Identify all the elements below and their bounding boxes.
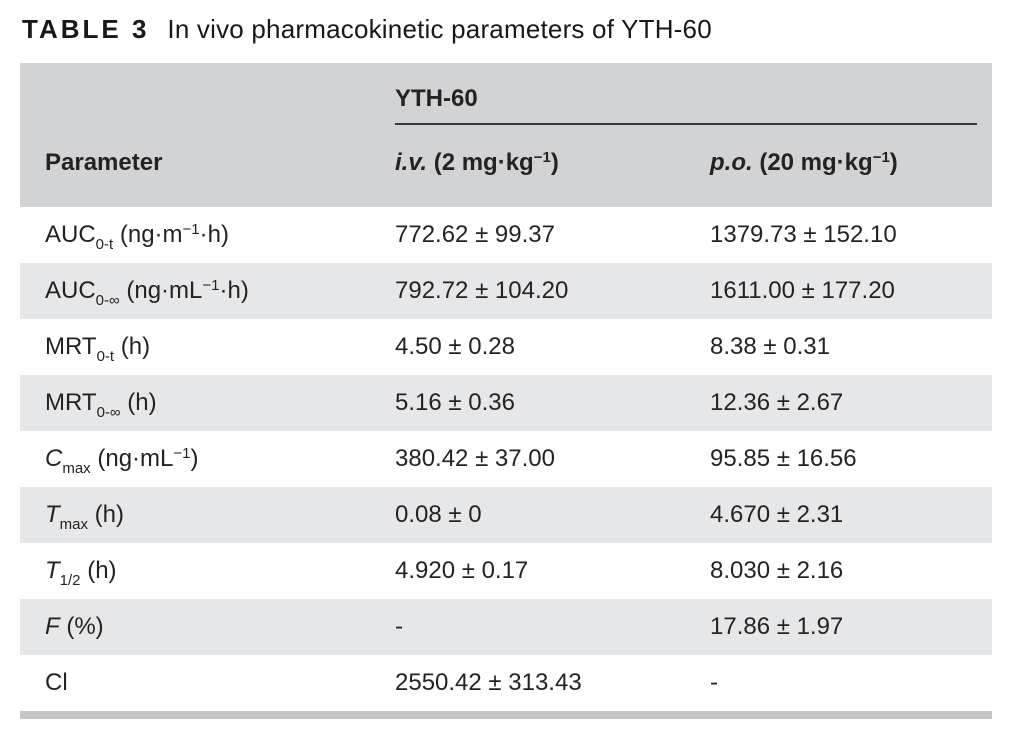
parameter-cell: MRT0-∞ (h)	[45, 389, 157, 421]
iv-value-cell: -	[395, 613, 403, 640]
group-header-row: YTH-60	[20, 83, 992, 125]
po-value-cell: 1611.00 ± 177.20	[710, 277, 895, 304]
parameter-cell: AUC0-∞ (ng·mL−1·h)	[45, 277, 249, 309]
iv-value-cell: 2550.42 ± 313.43	[395, 669, 582, 696]
parameter-cell: AUC0-t (ng·m−1·h)	[45, 221, 229, 253]
po-value-cell: 1379.73 ± 152.10	[710, 221, 897, 248]
table-header: YTH-60 Parameter i.v. (2 mg·kg−1) p.o. (…	[20, 63, 992, 207]
iv-value-cell: 4.50 ± 0.28	[395, 333, 515, 360]
table-row: Tmax (h) 0.08 ± 0 4.670 ± 2.31	[20, 487, 992, 543]
po-value-cell: 95.85 ± 16.56	[710, 445, 857, 472]
table-row: MRT0-∞ (h) 5.16 ± 0.36 12.36 ± 2.67	[20, 375, 992, 431]
column-header-iv: i.v. (2 mg·kg−1)	[395, 149, 559, 176]
pk-table: YTH-60 Parameter i.v. (2 mg·kg−1) p.o. (…	[20, 63, 992, 719]
group-header-rule	[395, 123, 977, 125]
po-value-cell: 8.030 ± 2.16	[710, 557, 844, 584]
table-row: F (%) - 17.86 ± 1.97	[20, 599, 992, 655]
table-row: Cmax (ng·mL−1) 380.42 ± 37.00 95.85 ± 16.5…	[20, 431, 992, 487]
parameter-cell: MRT0-t (h)	[45, 333, 151, 365]
po-value-cell: -	[710, 669, 718, 696]
group-header-label: YTH-60	[395, 85, 478, 112]
parameter-cell: T1/2 (h)	[45, 557, 117, 589]
parameter-cell: Cmax (ng·mL−1)	[45, 445, 199, 477]
column-header-row: Parameter i.v. (2 mg·kg−1) p.o. (20 mg·k…	[20, 125, 992, 207]
iv-value-cell: 0.08 ± 0	[395, 501, 482, 528]
po-value-cell: 4.670 ± 2.31	[710, 501, 844, 528]
table-body: AUC0-t (ng·m−1·h) 772.62 ± 99.37 1379.73 ±…	[20, 207, 992, 711]
table-caption-text: In vivo pharmacokinetic parameters of YT…	[167, 14, 712, 44]
table-bottom-border	[20, 711, 992, 719]
parameter-cell: F (%)	[45, 613, 104, 640]
column-header-parameter: Parameter	[45, 149, 163, 176]
po-value-cell: 17.86 ± 1.97	[710, 613, 844, 640]
parameter-cell: Tmax (h)	[45, 501, 125, 533]
column-header-po: p.o. (20 mg·kg−1)	[710, 149, 898, 176]
iv-value-cell: 380.42 ± 37.00	[395, 445, 555, 472]
po-value-cell: 8.38 ± 0.31	[710, 333, 830, 360]
po-value-cell: 12.36 ± 2.67	[710, 389, 844, 416]
iv-value-cell: 792.72 ± 104.20	[395, 277, 569, 304]
table-caption-tag: TABLE 3	[22, 14, 150, 44]
parameter-cell: Cl	[45, 669, 68, 696]
table-row: AUC0-∞ (ng·mL−1·h) 792.72 ± 104.20 1611.00…	[20, 263, 992, 319]
table-row: Cl 2550.42 ± 313.43 -	[20, 655, 992, 711]
table-row: AUC0-t (ng·m−1·h) 772.62 ± 99.37 1379.73 ±…	[20, 207, 992, 263]
table-row: MRT0-t (h) 4.50 ± 0.28 8.38 ± 0.31	[20, 319, 992, 375]
iv-value-cell: 5.16 ± 0.36	[395, 389, 515, 416]
table-caption: TABLE 3 In vivo pharmacokinetic parameter…	[22, 12, 712, 46]
iv-value-cell: 4.920 ± 0.17	[395, 557, 529, 584]
iv-value-cell: 772.62 ± 99.37	[395, 221, 555, 248]
table-row: T1/2 (h) 4.920 ± 0.17 8.030 ± 2.16	[20, 543, 992, 599]
